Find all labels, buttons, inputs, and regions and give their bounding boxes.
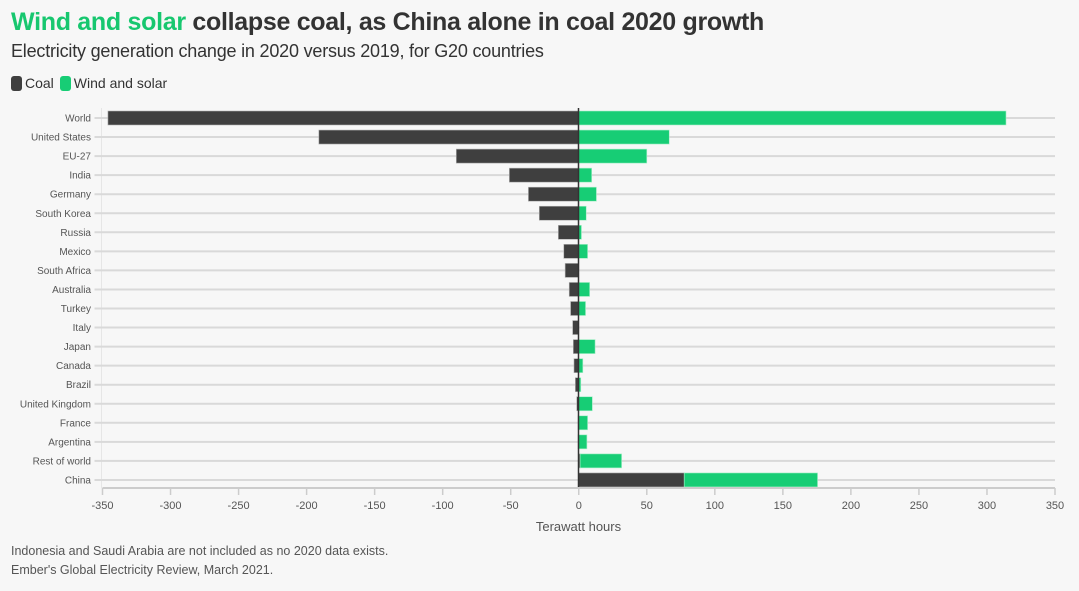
bar-coal[interactable]: [570, 301, 580, 316]
bar-coal[interactable]: [578, 472, 685, 488]
bar-coal[interactable]: [558, 225, 580, 240]
bar-coal[interactable]: [318, 129, 580, 145]
category-label: United Kingdom: [20, 399, 91, 410]
bar-wind-and-solar[interactable]: [578, 282, 590, 297]
bars: [107, 108, 1007, 488]
x-tick-label: -300: [160, 500, 182, 512]
category-label: Brazil: [66, 380, 91, 391]
x-tick-label: -200: [296, 500, 318, 512]
chart-subtitle: Electricity generation change in 2020 ve…: [11, 41, 544, 61]
x-tick-label: 0: [576, 500, 582, 512]
bar-wind-and-solar[interactable]: [579, 453, 622, 469]
category-label: Russia: [60, 228, 91, 239]
x-tick-label: 50: [641, 500, 653, 512]
category-label: France: [60, 418, 92, 429]
bar-wind-and-solar[interactable]: [578, 244, 588, 259]
bar-coal[interactable]: [563, 244, 580, 259]
x-tick-label: 250: [910, 500, 928, 512]
bar-wind-and-solar[interactable]: [578, 167, 592, 183]
bar-wind-and-solar[interactable]: [578, 148, 648, 164]
bar-wind-and-solar[interactable]: [578, 186, 597, 202]
bar-wind-and-solar[interactable]: [578, 415, 588, 431]
x-axis: -350 -300 -250 -200 -150 -100 -50 0 50 100 150 200 2…: [91, 487, 1064, 512]
category-label: South Korea: [35, 209, 91, 220]
bar-wind-and-solar[interactable]: [578, 396, 593, 412]
category-label: Canada: [56, 361, 91, 372]
footnote-missing-data: Indonesia and Saudi Arabia are not inclu…: [11, 544, 389, 558]
category-label: Turkey: [61, 304, 91, 315]
legend-item-coal[interactable]: Coal: [11, 75, 54, 91]
category-label: China: [65, 475, 92, 486]
chart-title-rest: collapse coal, as China alone in coal 20…: [185, 8, 765, 36]
chart-title: Wind and solar collapse coal, as China a…: [11, 8, 764, 37]
x-tick-label: -100: [432, 500, 454, 512]
x-tick-label: 350: [1046, 500, 1064, 512]
bar-wind-and-solar[interactable]: [578, 358, 584, 373]
legend-label-coal: Coal: [25, 75, 54, 91]
category-label: South Africa: [37, 266, 91, 277]
category-label: Mexico: [59, 247, 91, 258]
bar-wind-and-solar[interactable]: [683, 472, 818, 488]
bar-coal[interactable]: [538, 205, 580, 221]
bar-wind-and-solar[interactable]: [578, 205, 587, 221]
x-tick-label: 300: [978, 500, 996, 512]
x-tick-label: -350: [91, 500, 113, 512]
legend-item-wind-solar[interactable]: Wind and solar: [59, 75, 168, 91]
category-label: Italy: [73, 323, 91, 334]
legend-swatch-coal: [11, 75, 22, 91]
bar-coal[interactable]: [568, 282, 580, 297]
category-label: EU-27: [63, 152, 92, 163]
legend-label-wind-solar: Wind and solar: [73, 75, 168, 91]
category-label: United States: [31, 133, 91, 144]
legend-swatch-wind-solar: [59, 75, 71, 91]
x-tick-label: -50: [503, 500, 519, 512]
bar-coal[interactable]: [564, 263, 580, 278]
bar-coal[interactable]: [107, 110, 580, 126]
x-tick-label: 150: [774, 500, 792, 512]
category-label: India: [69, 171, 91, 182]
x-tick-label: 200: [842, 500, 860, 512]
bar-wind-and-solar[interactable]: [578, 434, 588, 450]
bar-wind-and-solar[interactable]: [578, 339, 596, 354]
category-labels: World United States EU-27 India Germany South…: [20, 114, 92, 487]
x-tick-label: -250: [228, 500, 250, 512]
x-tick-label: -150: [364, 500, 386, 512]
category-label: Australia: [52, 285, 91, 296]
category-label: Rest of world: [33, 456, 91, 467]
bar-coal[interactable]: [509, 167, 580, 183]
chart-title-highlight: Wind and solar: [11, 8, 186, 36]
category-label: Japan: [64, 342, 91, 353]
category-label: Germany: [50, 190, 91, 201]
x-axis-title: Terawatt hours: [536, 519, 622, 534]
footnote-source: Ember's Global Electricity Review, March…: [11, 563, 274, 577]
bar-wind-and-solar[interactable]: [578, 301, 586, 316]
bar-wind-and-solar[interactable]: [578, 129, 670, 145]
legend: Coal Wind and solar: [11, 75, 167, 91]
bar-coal[interactable]: [528, 186, 580, 202]
category-label: Argentina: [48, 437, 91, 448]
gridlines: [94, 108, 1055, 488]
x-tick-label: 100: [706, 500, 724, 512]
category-label: World: [65, 114, 91, 125]
bar-wind-and-solar[interactable]: [578, 110, 1007, 126]
bar-coal[interactable]: [455, 148, 580, 164]
